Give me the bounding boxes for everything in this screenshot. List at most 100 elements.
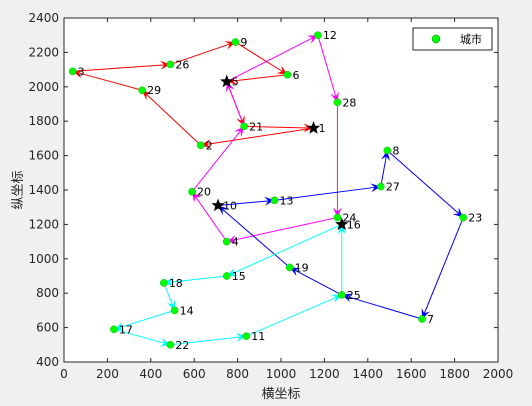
route-segment — [141, 89, 202, 146]
x-tick-label: 1800 — [439, 367, 470, 381]
city-label: 5 — [232, 76, 239, 89]
city-label: 21 — [249, 120, 263, 133]
x-tick-label: 1600 — [396, 367, 427, 381]
city-markers — [68, 31, 468, 349]
city-label: 7 — [427, 313, 434, 326]
route-segment — [421, 217, 464, 320]
route-segment — [380, 150, 388, 187]
route-segment — [72, 63, 171, 72]
city-marker — [333, 98, 342, 107]
city-marker — [222, 272, 231, 280]
city-label: 1 — [319, 122, 326, 135]
city-label: 27 — [386, 181, 400, 194]
x-axis-label: 横坐标 — [261, 387, 300, 402]
y-tick-label: 1400 — [28, 183, 59, 197]
y-tick-label: 1600 — [28, 149, 59, 163]
x-tick-label: 600 — [183, 367, 206, 381]
route-segment — [386, 150, 464, 218]
city-marker — [418, 315, 426, 323]
city-label: 8 — [392, 144, 399, 157]
city-marker — [160, 279, 168, 287]
route-segment — [191, 126, 245, 193]
y-axis-label: 纵坐标 — [11, 170, 26, 209]
city-label: 18 — [169, 277, 183, 290]
city-marker — [196, 141, 205, 150]
route-segment — [226, 34, 319, 83]
city-marker — [242, 332, 251, 341]
city-label: 10 — [223, 199, 237, 212]
y-tick-label: 600 — [36, 321, 59, 335]
y-tick-label: 2000 — [28, 80, 59, 94]
city-label: 29 — [147, 84, 161, 97]
route-segment — [244, 125, 314, 129]
route-segment — [200, 127, 314, 146]
city-marker — [110, 325, 118, 334]
route-segment — [226, 74, 288, 83]
city-label: 16 — [347, 218, 361, 231]
city-labels: 1234567891011121314151617181920212223242… — [78, 29, 483, 352]
city-marker — [68, 67, 77, 76]
city-marker — [240, 122, 248, 131]
city-label: 20 — [197, 186, 211, 199]
city-label: 24 — [342, 212, 356, 225]
route-arrow — [264, 196, 275, 206]
y-tick-label: 2400 — [28, 11, 59, 25]
x-tick-label: 0 — [60, 367, 68, 381]
route-segment — [226, 223, 342, 277]
city-label: 15 — [232, 270, 246, 283]
y-tick-label: 2200 — [28, 45, 59, 59]
city-marker — [377, 182, 385, 191]
route-arrow — [303, 123, 314, 133]
x-tick-label: 1000 — [266, 367, 297, 381]
x-tick-label: 1400 — [353, 367, 384, 381]
city-label: 19 — [295, 261, 309, 274]
x-tick-label: 400 — [139, 367, 162, 381]
city-label: 23 — [468, 212, 482, 225]
city-marker — [231, 38, 240, 46]
route-arrow — [163, 277, 175, 287]
city-label: 26 — [175, 58, 189, 71]
route-arrow — [332, 207, 342, 218]
route-segment — [289, 266, 342, 296]
route-arrow — [235, 332, 247, 342]
route-arrow — [337, 224, 347, 235]
plot-area — [64, 18, 498, 362]
city-label: 4 — [232, 236, 239, 249]
city-label: 3 — [78, 65, 85, 78]
legend: 城市 — [412, 27, 493, 51]
route-arrow — [370, 183, 381, 193]
city-label: 2 — [206, 139, 213, 152]
city-marker — [188, 187, 196, 196]
city-label: 22 — [175, 339, 189, 352]
route-segment — [226, 217, 338, 243]
route-segment — [170, 41, 236, 65]
route-segment — [163, 275, 227, 284]
route-segment — [170, 335, 247, 346]
route-segment — [217, 205, 291, 268]
x-tick-label: 2000 — [483, 367, 514, 381]
x-tick-label: 1200 — [309, 367, 340, 381]
legend-marker — [431, 34, 441, 44]
y-tick-label: 1800 — [28, 114, 59, 128]
y-tick-label: 400 — [36, 355, 59, 369]
city-marker — [270, 196, 279, 205]
route-segment — [191, 191, 228, 242]
y-tick-label: 800 — [36, 286, 59, 300]
city-label: 17 — [119, 323, 133, 336]
route-segment — [218, 199, 275, 206]
axis-ticks: 0 200 400 600 800 1000 1200 1400 1600 1800 2000400… — [28, 11, 513, 381]
route-segment — [341, 294, 423, 320]
city-label: 13 — [279, 194, 293, 207]
route-segment — [235, 41, 288, 76]
y-tick-label: 1000 — [28, 252, 59, 266]
x-tick-label: 200 — [96, 367, 119, 381]
city-marker — [170, 306, 179, 315]
city-marker — [337, 291, 346, 299]
route-segment — [113, 328, 171, 346]
city-label: 11 — [251, 330, 265, 343]
city-marker — [222, 237, 231, 246]
city-label: 28 — [342, 96, 356, 109]
legend-label: 城市 — [460, 32, 482, 46]
route-segment — [226, 81, 245, 127]
